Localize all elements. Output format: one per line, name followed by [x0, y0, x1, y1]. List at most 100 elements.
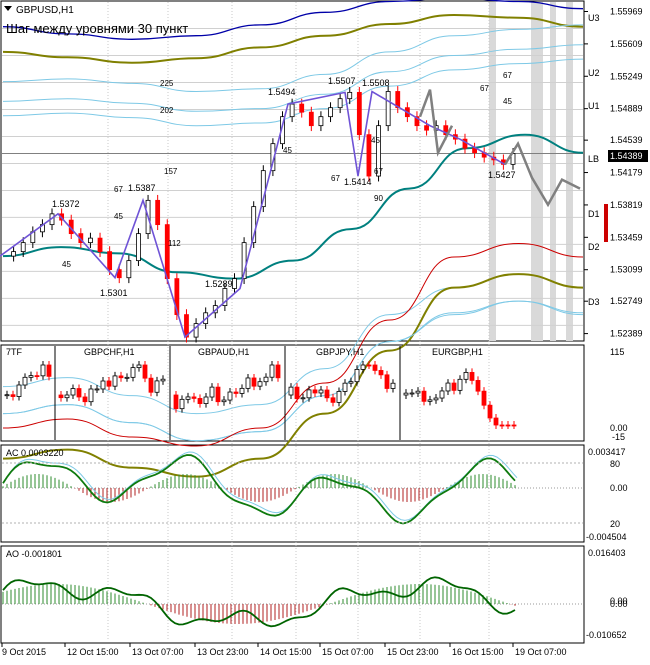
candle-body [251, 206, 257, 244]
ac-axis-max: 0.003417 [588, 447, 626, 457]
sub-panel-3-frame [0, 545, 585, 644]
candle-body [347, 91, 353, 100]
price-axis-label: 1.54539 [610, 135, 643, 145]
symbol-label[interactable]: GBPUSD,H1 [16, 5, 74, 16]
band-label-d2: D2 [588, 242, 600, 252]
ao-oscillator [2, 576, 583, 628]
pair-candle-body [433, 397, 439, 401]
pair-candle-body [4, 394, 10, 397]
pair-candle-body [154, 380, 160, 393]
pair-candle-body [112, 375, 118, 387]
zigzag-line [0, 90, 506, 339]
pair-candle-body [481, 390, 487, 406]
pair-candle-body [10, 394, 16, 397]
sub1-axis-zero: 0.00 [610, 423, 628, 433]
band-u1 [2, 44, 584, 112]
current-price-box [608, 150, 648, 162]
pair-candle-body [384, 374, 390, 389]
pair-candle-body [173, 394, 179, 410]
ao-label: AO -0.001801 [6, 549, 62, 559]
pivot-distance-label: 90 [374, 194, 383, 203]
price-axis-label: 1.55249 [610, 71, 643, 81]
candle-body [328, 107, 333, 118]
pair-candle-body [118, 375, 124, 379]
band-u2 [2, 13, 584, 64]
price-axis-label: 1.53819 [610, 200, 643, 210]
ac-main-line [2, 454, 516, 525]
pair-label-eurgbp: EURGBP,H1 [432, 347, 483, 357]
pivot-price-label: 1.5289 [205, 279, 233, 289]
pair-candle-body [142, 364, 148, 379]
pivot-distance-label: 202 [160, 106, 174, 115]
band-red [2, 242, 584, 447]
symbol-dropdown-icon[interactable] [4, 6, 12, 11]
candle-body [107, 251, 113, 271]
time-axis-label: 19 Oct 07:00 [515, 647, 567, 657]
candle-body [318, 116, 324, 127]
ao-axis-max: 0.016403 [588, 548, 626, 558]
price-axis-label: 1.54179 [610, 168, 643, 178]
candle-body [222, 288, 228, 307]
time-axis-label: 9 Oct 2015 [2, 647, 46, 657]
pair-candle-body [469, 372, 475, 381]
candle-body [414, 116, 420, 127]
pair-candle-body [463, 372, 469, 380]
pair-candle-body [233, 391, 239, 394]
channel-bands [2, 0, 584, 478]
zigzag-labels: 1.5372 1.5387 1.5301 1.5289 1.5494 1.5507 1.55… [52, 71, 516, 298]
pair-candle-body [34, 375, 40, 378]
pair-candle-body [70, 388, 76, 396]
pair-candle-body [493, 417, 499, 426]
pivot-distance-label: 45 [62, 260, 71, 269]
candle-body [356, 91, 362, 136]
pair-candle-body [294, 386, 300, 400]
pair-candle-body [160, 378, 166, 382]
ac-axis-min: -0.004504 [586, 532, 627, 542]
price-axis-label: 1.52749 [610, 296, 643, 306]
time-axis: 9 Oct 2015 12 Oct 15:00 13 Oct 07:00 13 Oct… [1, 643, 567, 657]
pair-label-gbpaud: GBPAUD,H1 [198, 347, 249, 357]
pair-candle-body [451, 382, 457, 391]
ac-axis-20: 20 [610, 519, 620, 529]
pair-candle-body [22, 376, 28, 386]
pair-candle-body [403, 392, 409, 396]
pivot-distance-label: 45 [371, 136, 380, 145]
candle-body [232, 278, 237, 289]
candle-body [164, 224, 170, 280]
pair-candle-body [239, 387, 245, 394]
candle-body [308, 111, 314, 127]
price-axis-label: 1.52389 [610, 329, 643, 339]
pivot-distance-label: 45 [503, 97, 512, 106]
pair-candle-body [445, 382, 451, 392]
band-label-u3: U3 [588, 13, 600, 23]
band-label-u1: U1 [588, 101, 600, 111]
pivot-distance-label: 112 [168, 239, 181, 248]
pair-candle-body [318, 389, 324, 394]
candle-body [337, 98, 343, 109]
price-candles [11, 86, 516, 343]
ao-axis-min: -0.010652 [586, 630, 627, 640]
pair-candle-body [227, 391, 233, 401]
candle-body [241, 242, 247, 280]
pair-candle-body [16, 384, 22, 397]
pair-candle-body [415, 390, 421, 394]
candle-body [385, 91, 391, 127]
future-shade-3 [550, 2, 556, 341]
price-axis: 1.55969 1.55609 1.55249 1.54889 1.54539 1.541… [584, 6, 643, 339]
pair-candle-body [372, 364, 378, 371]
sub1-corner-label: 7TF [6, 347, 23, 357]
ao-main-line [2, 576, 516, 628]
band-u1-outer [2, 24, 584, 93]
pair-candle-body [511, 424, 517, 427]
pair-candle-body [360, 364, 366, 370]
pair-candle-body [378, 370, 384, 376]
pair-candle-body [269, 364, 275, 378]
pivot-price-label: 1.5427 [488, 170, 516, 180]
pair-candle-body [124, 376, 130, 379]
pivot-distance-label: 67 [480, 84, 489, 93]
pivot-distance-label: 67 [114, 185, 123, 194]
pair-candle-body [221, 399, 227, 403]
pair-candle-body [366, 364, 372, 367]
price-axis-label: 1.54889 [610, 104, 643, 114]
pair-candle-body [336, 391, 342, 403]
